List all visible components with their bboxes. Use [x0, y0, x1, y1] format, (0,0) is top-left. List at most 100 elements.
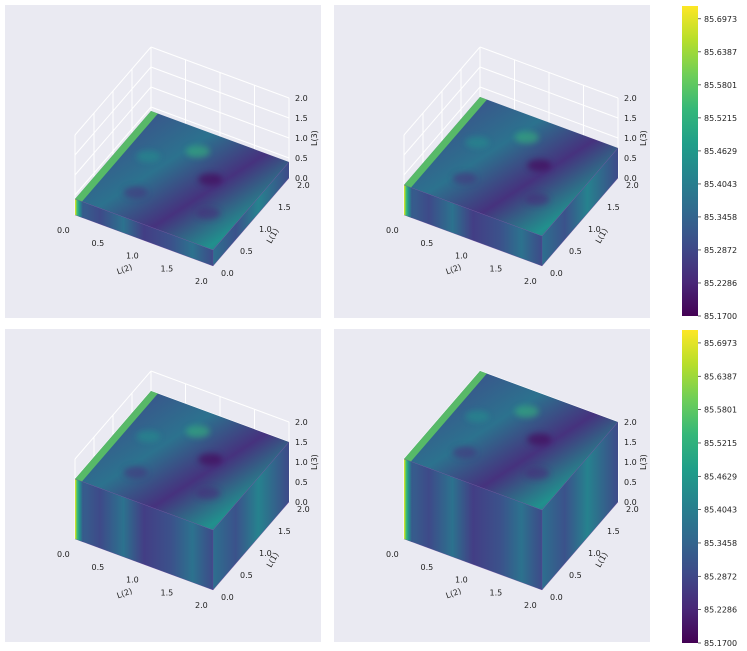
- texture-spot: [123, 466, 148, 479]
- z-axis-label: L(3): [310, 130, 319, 146]
- x-tick-label: 1.0: [126, 252, 139, 261]
- grid-line: [403, 86, 481, 176]
- z-tick-label: 0.0: [624, 174, 637, 183]
- colorbar-tick-label: 85.1700: [704, 639, 737, 648]
- grid-line: [150, 66, 290, 119]
- texture-spot: [514, 405, 539, 418]
- colorbar-tick-label: 85.4629: [704, 472, 737, 481]
- box-edge: [541, 177, 619, 267]
- x-tick-label: 0.5: [421, 239, 434, 248]
- grid-line: [74, 370, 152, 460]
- colorbar-tick-label: 85.4043: [704, 506, 737, 515]
- grid-line: [403, 66, 481, 156]
- grid-line: [74, 46, 152, 136]
- texture-spot: [196, 487, 221, 500]
- colorbar-tick-label: 85.2872: [704, 572, 737, 581]
- front-face: [75, 199, 213, 266]
- top-edge-strip: [404, 97, 487, 188]
- z-tick-label: 2.0: [624, 94, 637, 103]
- texture-spot: [185, 145, 210, 158]
- front-face: [404, 185, 542, 266]
- grid-line: [150, 46, 290, 99]
- z-tick-label: 2.0: [624, 418, 637, 427]
- y-tick-label: 1.0: [259, 225, 272, 234]
- texture: [452, 131, 552, 206]
- z-tick-label: 1.0: [295, 134, 308, 143]
- texture-spot: [465, 136, 490, 149]
- texture-spot: [136, 150, 161, 163]
- y-tick-label: 1.5: [278, 203, 291, 212]
- z-tick-label: 0.0: [624, 498, 637, 507]
- texture-spot: [136, 430, 161, 443]
- side-face: [542, 422, 618, 590]
- box-edge: [74, 538, 214, 591]
- texture-spot: [465, 410, 490, 423]
- box-edge: [74, 198, 214, 251]
- chart-panel-2: 0.00.51.01.52.00.00.51.01.52.00.00.51.01…: [334, 5, 650, 318]
- texture: [123, 145, 223, 220]
- x-tick-label: 1.0: [455, 252, 468, 261]
- y-tick-label: 0.0: [221, 593, 234, 602]
- top-edge-strip: [75, 111, 158, 202]
- x-tick-label: 2.0: [524, 277, 537, 286]
- x-tick-label: 0.5: [421, 563, 434, 572]
- colorbar-tick-label: 85.6973: [704, 15, 737, 24]
- box-edge: [541, 147, 619, 237]
- side-face: [542, 148, 618, 266]
- colorbar-tick-label: 85.3458: [704, 213, 737, 222]
- colorbar-tick-label: 85.2872: [704, 246, 737, 255]
- z-tick-label: 0.0: [295, 174, 308, 183]
- y-tick-label: 0.0: [550, 593, 563, 602]
- texture-spot: [196, 207, 221, 220]
- colorbar-gradient: [682, 6, 698, 316]
- colorbar-tick-label: 85.6387: [704, 48, 737, 57]
- chart-panel-4: 0.00.51.01.52.00.00.51.01.52.00.00.51.01…: [334, 329, 650, 642]
- z-tick-label: 1.5: [624, 438, 637, 447]
- colorbar-tick-label: 85.1700: [704, 312, 737, 321]
- y-tick-label: 0.5: [240, 247, 253, 256]
- x-tick-label: 1.5: [490, 264, 503, 273]
- grid-line: [479, 66, 619, 119]
- grid-line: [74, 86, 152, 176]
- data-box: [74, 391, 290, 591]
- y-tick-label: 1.5: [607, 527, 620, 536]
- texture-spot: [185, 425, 210, 438]
- y-tick-label: 2.0: [626, 181, 639, 190]
- chart-panel-3: 0.00.51.01.52.00.00.51.01.52.00.00.51.01…: [5, 329, 321, 642]
- texture-spot: [452, 172, 477, 185]
- data-box: [74, 111, 290, 267]
- x-tick-label: 2.0: [195, 277, 208, 286]
- x-tick-label: 1.5: [490, 588, 503, 597]
- texture-spot: [198, 453, 223, 466]
- texture-spot: [452, 446, 477, 459]
- colorbar-tick-label: 85.5215: [704, 439, 737, 448]
- texture-spot: [123, 186, 148, 199]
- left-edge-strip: [404, 185, 413, 219]
- x-tick-label: 0.5: [92, 239, 105, 248]
- grid-line: [403, 46, 481, 136]
- y-tick-label: 0.5: [240, 571, 253, 580]
- box-edge: [74, 214, 214, 267]
- y-tick-label: 2.0: [297, 181, 310, 190]
- y-tick-label: 2.0: [626, 505, 639, 514]
- top-edge-strip: [404, 371, 487, 462]
- y-tick-label: 1.0: [588, 225, 601, 234]
- texture-spot: [525, 467, 550, 480]
- left-edge-strip: [75, 199, 84, 219]
- colorbar-tick-label: 85.5215: [704, 114, 737, 123]
- colorbar-tick-label: 85.5801: [704, 81, 737, 90]
- data-box: [403, 371, 619, 591]
- texture: [452, 405, 552, 480]
- texture-spot: [527, 159, 552, 172]
- colorbar-tick-label: 85.6973: [704, 339, 737, 348]
- colorbar-tick-label: 85.4043: [704, 180, 737, 189]
- side-face: [213, 442, 289, 590]
- box-edge: [212, 501, 290, 591]
- z-tick-label: 1.0: [624, 458, 637, 467]
- grid-line: [150, 86, 290, 139]
- tick-labels: 0.00.51.01.52.00.00.51.01.52.00.00.51.01…: [386, 94, 639, 286]
- z-axis-label: L(3): [639, 130, 648, 146]
- z-tick-label: 1.0: [295, 458, 308, 467]
- x-tick-label: 0.0: [386, 226, 399, 235]
- colorbar-tick-label: 85.3458: [704, 539, 737, 548]
